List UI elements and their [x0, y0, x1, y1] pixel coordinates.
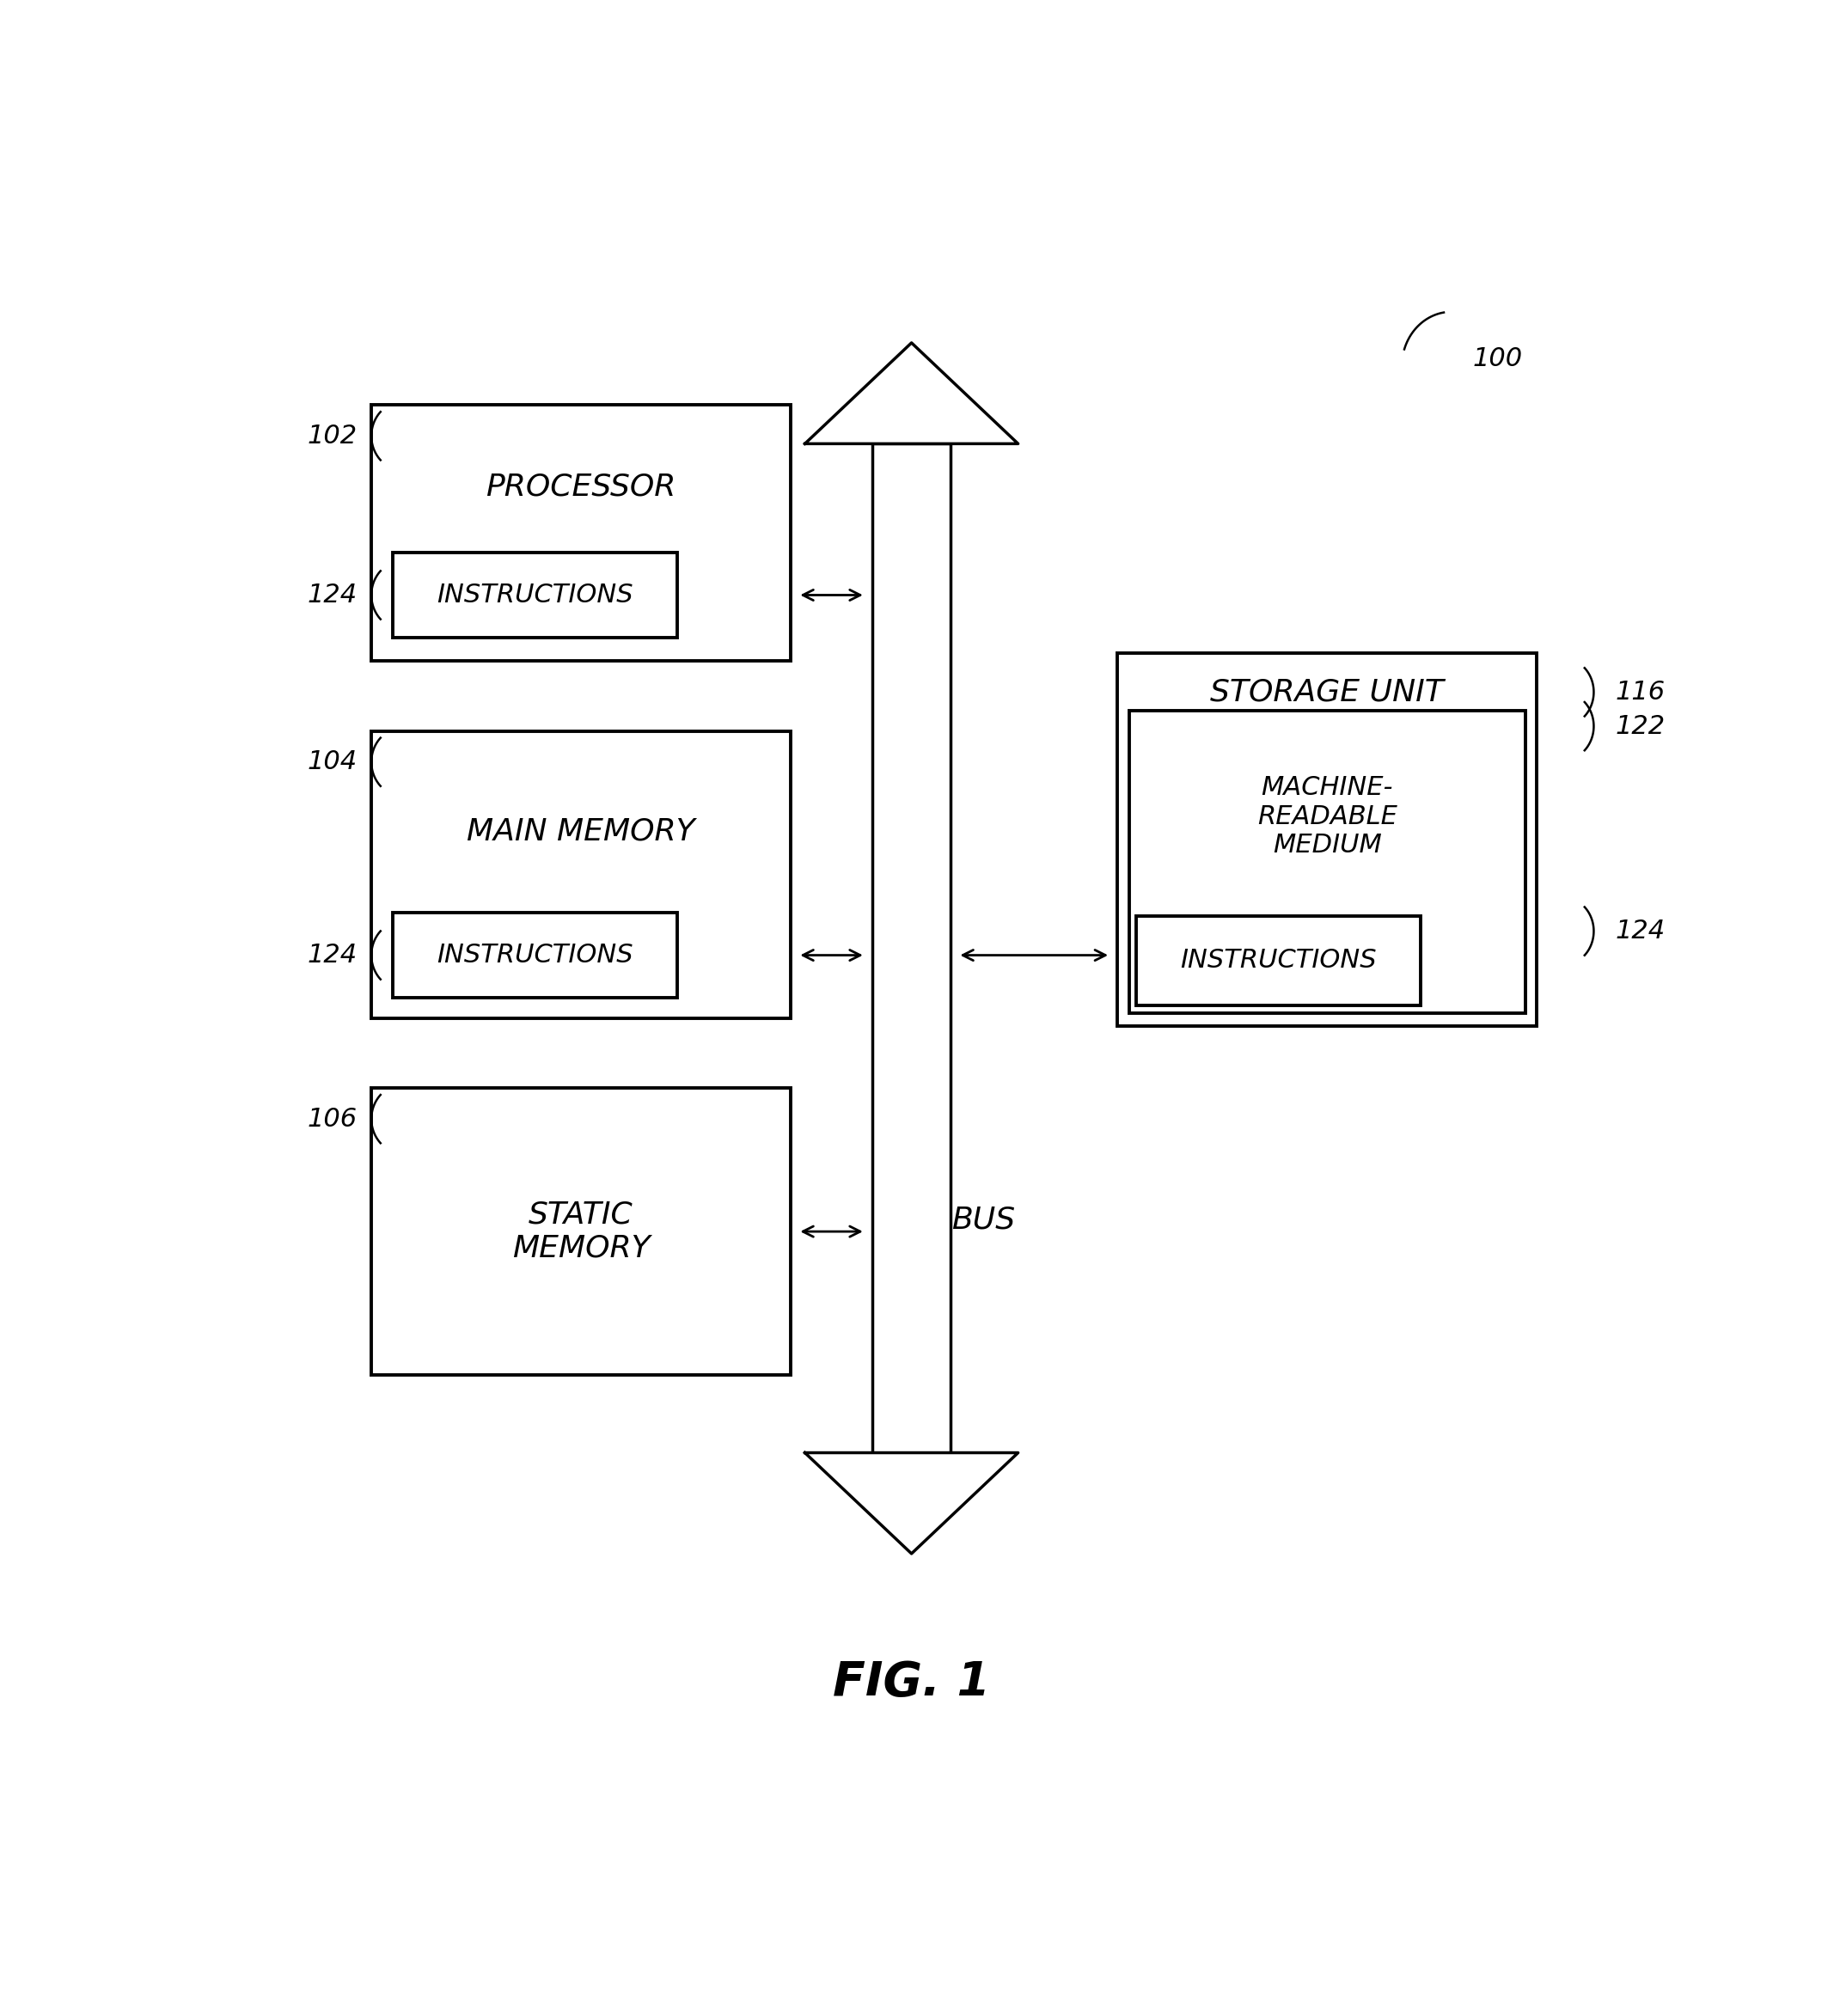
Bar	[370, 405, 790, 661]
Bar	[392, 552, 677, 637]
Text: PROCESSOR: PROCESSOR	[486, 472, 677, 502]
Bar	[392, 913, 677, 998]
Text: STATIC
MEMORY: STATIC MEMORY	[512, 1200, 649, 1264]
Polygon shape	[805, 343, 1018, 444]
Text: STORAGE UNIT: STORAGE UNIT	[1210, 677, 1443, 708]
Bar	[370, 1089, 790, 1375]
Text: 100: 100	[1473, 347, 1522, 371]
Text: BUS: BUS	[952, 1206, 1014, 1234]
Text: 124: 124	[1616, 919, 1665, 943]
Text: FIG. 1: FIG. 1	[833, 1659, 990, 1706]
Text: 106: 106	[308, 1107, 358, 1131]
Text: 122: 122	[1616, 714, 1665, 738]
Text: 124: 124	[308, 583, 358, 607]
Text: 124: 124	[308, 943, 358, 968]
Bar	[1130, 712, 1526, 1014]
Bar	[1117, 653, 1537, 1026]
Polygon shape	[805, 1454, 1018, 1554]
Text: INSTRUCTIONS: INSTRUCTIONS	[436, 943, 633, 968]
Bar	[873, 444, 950, 1454]
Text: 104: 104	[308, 750, 358, 774]
Text: MACHINE-
READABLE
MEDIUM: MACHINE- READABLE MEDIUM	[1258, 776, 1398, 859]
Bar	[370, 732, 790, 1018]
Text: MAIN MEMORY: MAIN MEMORY	[468, 816, 695, 847]
Text: 116: 116	[1616, 679, 1665, 704]
Text: 102: 102	[308, 423, 358, 448]
Text: INSTRUCTIONS: INSTRUCTIONS	[1179, 948, 1377, 974]
Bar	[1135, 915, 1420, 1006]
Text: INSTRUCTIONS: INSTRUCTIONS	[436, 583, 633, 607]
